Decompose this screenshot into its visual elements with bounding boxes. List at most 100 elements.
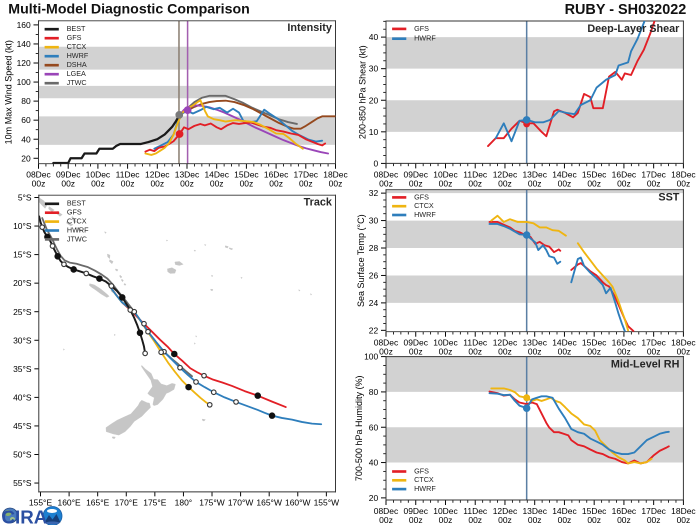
svg-text:Sea Surface Temp (°C): Sea Surface Temp (°C)	[356, 214, 366, 307]
svg-text:11Dec: 11Dec	[463, 169, 488, 179]
svg-text:GFS: GFS	[67, 33, 82, 42]
svg-text:20: 20	[369, 493, 379, 503]
svg-text:25°S: 25°S	[13, 307, 32, 317]
svg-text:SST: SST	[658, 192, 679, 204]
svg-text:20°S: 20°S	[13, 278, 32, 288]
svg-text:Track: Track	[304, 197, 333, 209]
svg-text:175°E: 175°E	[143, 497, 167, 507]
svg-text:00z: 00z	[558, 347, 572, 357]
svg-text:50°S: 50°S	[13, 450, 32, 460]
svg-text:26: 26	[369, 271, 379, 281]
svg-text:00z: 00z	[379, 515, 393, 525]
svg-text:18Dec: 18Dec	[671, 506, 696, 516]
svg-text:00z: 00z	[647, 178, 661, 188]
svg-text:10Dec: 10Dec	[433, 506, 458, 516]
svg-text:12Dec: 12Dec	[493, 338, 518, 348]
svg-text:09Dec: 09Dec	[403, 506, 428, 516]
svg-text:00z: 00z	[61, 179, 75, 189]
svg-text:GFS: GFS	[414, 466, 429, 475]
svg-text:Intensity: Intensity	[287, 22, 332, 34]
svg-text:13Dec: 13Dec	[522, 169, 547, 179]
svg-text:Deep-Layer Shear: Deep-Layer Shear	[587, 23, 680, 35]
svg-text:140: 140	[17, 39, 31, 49]
svg-text:120: 120	[17, 58, 31, 68]
svg-text:00z: 00z	[558, 178, 572, 188]
svg-text:00z: 00z	[379, 347, 393, 357]
svg-text:HWRF: HWRF	[414, 210, 436, 219]
svg-text:08Dec: 08Dec	[374, 338, 399, 348]
svg-text:700-500 hPa Humidity (%): 700-500 hPa Humidity (%)	[354, 375, 364, 481]
svg-text:16Dec: 16Dec	[612, 506, 637, 516]
svg-text:00z: 00z	[587, 515, 601, 525]
svg-text:45°S: 45°S	[13, 421, 32, 431]
svg-text:00z: 00z	[498, 347, 512, 357]
svg-text:15Dec: 15Dec	[234, 170, 259, 180]
svg-text:15°S: 15°S	[13, 250, 32, 260]
svg-text:00z: 00z	[299, 179, 313, 189]
svg-text:24: 24	[369, 298, 379, 308]
svg-text:00z: 00z	[32, 179, 46, 189]
svg-text:14Dec: 14Dec	[552, 169, 577, 179]
svg-text:00z: 00z	[528, 515, 542, 525]
svg-text:00z: 00z	[210, 179, 224, 189]
svg-text:0: 0	[374, 158, 379, 168]
svg-text:30: 30	[369, 64, 379, 74]
svg-text:14Dec: 14Dec	[204, 170, 229, 180]
svg-text:00z: 00z	[677, 347, 691, 357]
svg-text:155°E: 155°E	[29, 497, 53, 507]
svg-text:00z: 00z	[468, 515, 482, 525]
svg-text:18Dec: 18Dec	[671, 338, 696, 348]
svg-text:00z: 00z	[439, 178, 453, 188]
svg-text:165°W: 165°W	[256, 497, 282, 507]
svg-text:00z: 00z	[677, 515, 691, 525]
svg-text:160: 160	[17, 20, 31, 30]
svg-text:HWRF: HWRF	[414, 34, 436, 43]
svg-text:28: 28	[369, 243, 379, 253]
svg-text:RUBY - SH032022: RUBY - SH032022	[565, 2, 687, 18]
svg-text:00z: 00z	[528, 347, 542, 357]
svg-text:09Dec: 09Dec	[403, 169, 428, 179]
svg-text:170°W: 170°W	[228, 497, 254, 507]
svg-text:HWRF: HWRF	[67, 225, 89, 234]
svg-text:08Dec: 08Dec	[374, 169, 399, 179]
svg-text:18Dec: 18Dec	[671, 169, 696, 179]
svg-text:16Dec: 16Dec	[264, 170, 289, 180]
svg-text:13Dec: 13Dec	[175, 170, 200, 180]
svg-text:00z: 00z	[468, 347, 482, 357]
svg-text:10m Max Wind Speed (kt): 10m Max Wind Speed (kt)	[4, 40, 14, 144]
svg-text:00z: 00z	[439, 515, 453, 525]
svg-text:HWRF: HWRF	[414, 484, 436, 493]
svg-text:40: 40	[369, 458, 379, 468]
svg-text:10: 10	[369, 127, 379, 137]
svg-text:17Dec: 17Dec	[641, 338, 666, 348]
svg-text:13Dec: 13Dec	[522, 506, 547, 516]
svg-text:35°S: 35°S	[13, 364, 32, 374]
svg-text:80: 80	[369, 387, 379, 397]
svg-text:00z: 00z	[409, 515, 423, 525]
svg-text:10Dec: 10Dec	[433, 169, 458, 179]
svg-text:00z: 00z	[150, 179, 164, 189]
svg-text:10Dec: 10Dec	[433, 338, 458, 348]
svg-text:11Dec: 11Dec	[116, 170, 141, 180]
svg-text:10Dec: 10Dec	[86, 170, 111, 180]
svg-text:00z: 00z	[587, 178, 601, 188]
svg-text:12Dec: 12Dec	[493, 169, 518, 179]
svg-text:09Dec: 09Dec	[56, 170, 81, 180]
svg-text:GFS: GFS	[67, 208, 82, 217]
svg-text:00z: 00z	[528, 178, 542, 188]
svg-text:160°W: 160°W	[285, 497, 311, 507]
svg-text:12Dec: 12Dec	[145, 170, 170, 180]
svg-text:CTCX: CTCX	[67, 42, 87, 51]
svg-text:16Dec: 16Dec	[612, 338, 637, 348]
svg-text:00z: 00z	[617, 347, 631, 357]
svg-text:20: 20	[369, 95, 379, 105]
svg-text:GFS: GFS	[414, 192, 429, 201]
svg-text:00z: 00z	[409, 347, 423, 357]
svg-text:16Dec: 16Dec	[612, 169, 637, 179]
svg-text:CTCX: CTCX	[67, 216, 87, 225]
svg-text:55°S: 55°S	[13, 478, 32, 488]
svg-text:12Dec: 12Dec	[493, 506, 518, 516]
svg-text:165°E: 165°E	[86, 497, 110, 507]
svg-text:00z: 00z	[269, 179, 283, 189]
svg-text:32: 32	[369, 188, 379, 198]
